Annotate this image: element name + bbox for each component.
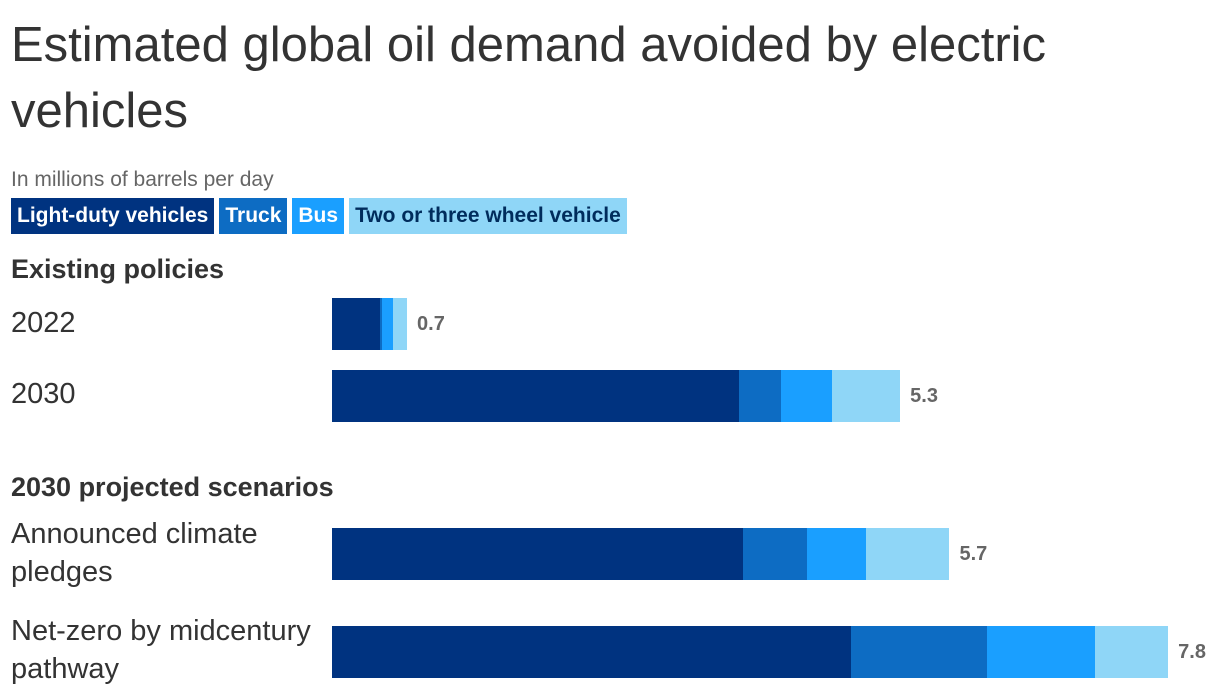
bar-segment-light-duty [332,370,740,422]
bar-segment-bus [382,298,394,350]
chart-subtitle: In millions of barrels per day [11,168,274,191]
bar-segment-light-duty [332,626,851,678]
bar-total-label: 0.7 [417,313,445,335]
row-label-net-zero: Net-zero by midcentury pathway [11,615,311,685]
bar-segment-two-three-wheel [1095,626,1169,678]
bar-segment-truck [739,370,782,422]
section-label-2030-scenarios: 2030 projected scenarios [11,472,334,502]
legend-item-two-three-wheel: Two or three wheel vehicle [349,198,627,234]
bar-total-label: 5.7 [959,543,988,565]
bar-segment-two-three-wheel [831,370,901,422]
bar-segment-bus [986,626,1096,678]
legend-item-truck: Truck [219,198,288,234]
bar-segment-truck [380,298,383,350]
legend-item-light-duty: Light-duty vehicles [11,198,215,234]
bar-total-label: 7.8 [1178,641,1206,663]
row-label-2022: 2022 [11,307,76,339]
row-label-announced-pledges: Announced climate pledges [11,518,258,588]
bar-total-label: 5.3 [910,385,938,407]
legend-item-bus: Bus [292,198,345,234]
bar-segment-bus [781,370,832,422]
bar-segment-truck [850,626,987,678]
bar-segment-light-duty [332,528,743,580]
bar-segment-truck [742,528,807,580]
bar-segment-bus [806,528,866,580]
bar-segment-two-three-wheel [865,528,950,580]
bar-segment-two-three-wheel [393,298,408,350]
chart-title: Estimated global oil demand avoided by e… [11,18,1047,138]
bar-segment-light-duty [332,298,381,350]
legend: Light-duty vehicles Truck Bus Two or thr… [11,198,627,234]
section-label-existing-policies: Existing policies [11,254,225,284]
row-label-2030: 2030 [11,378,76,410]
